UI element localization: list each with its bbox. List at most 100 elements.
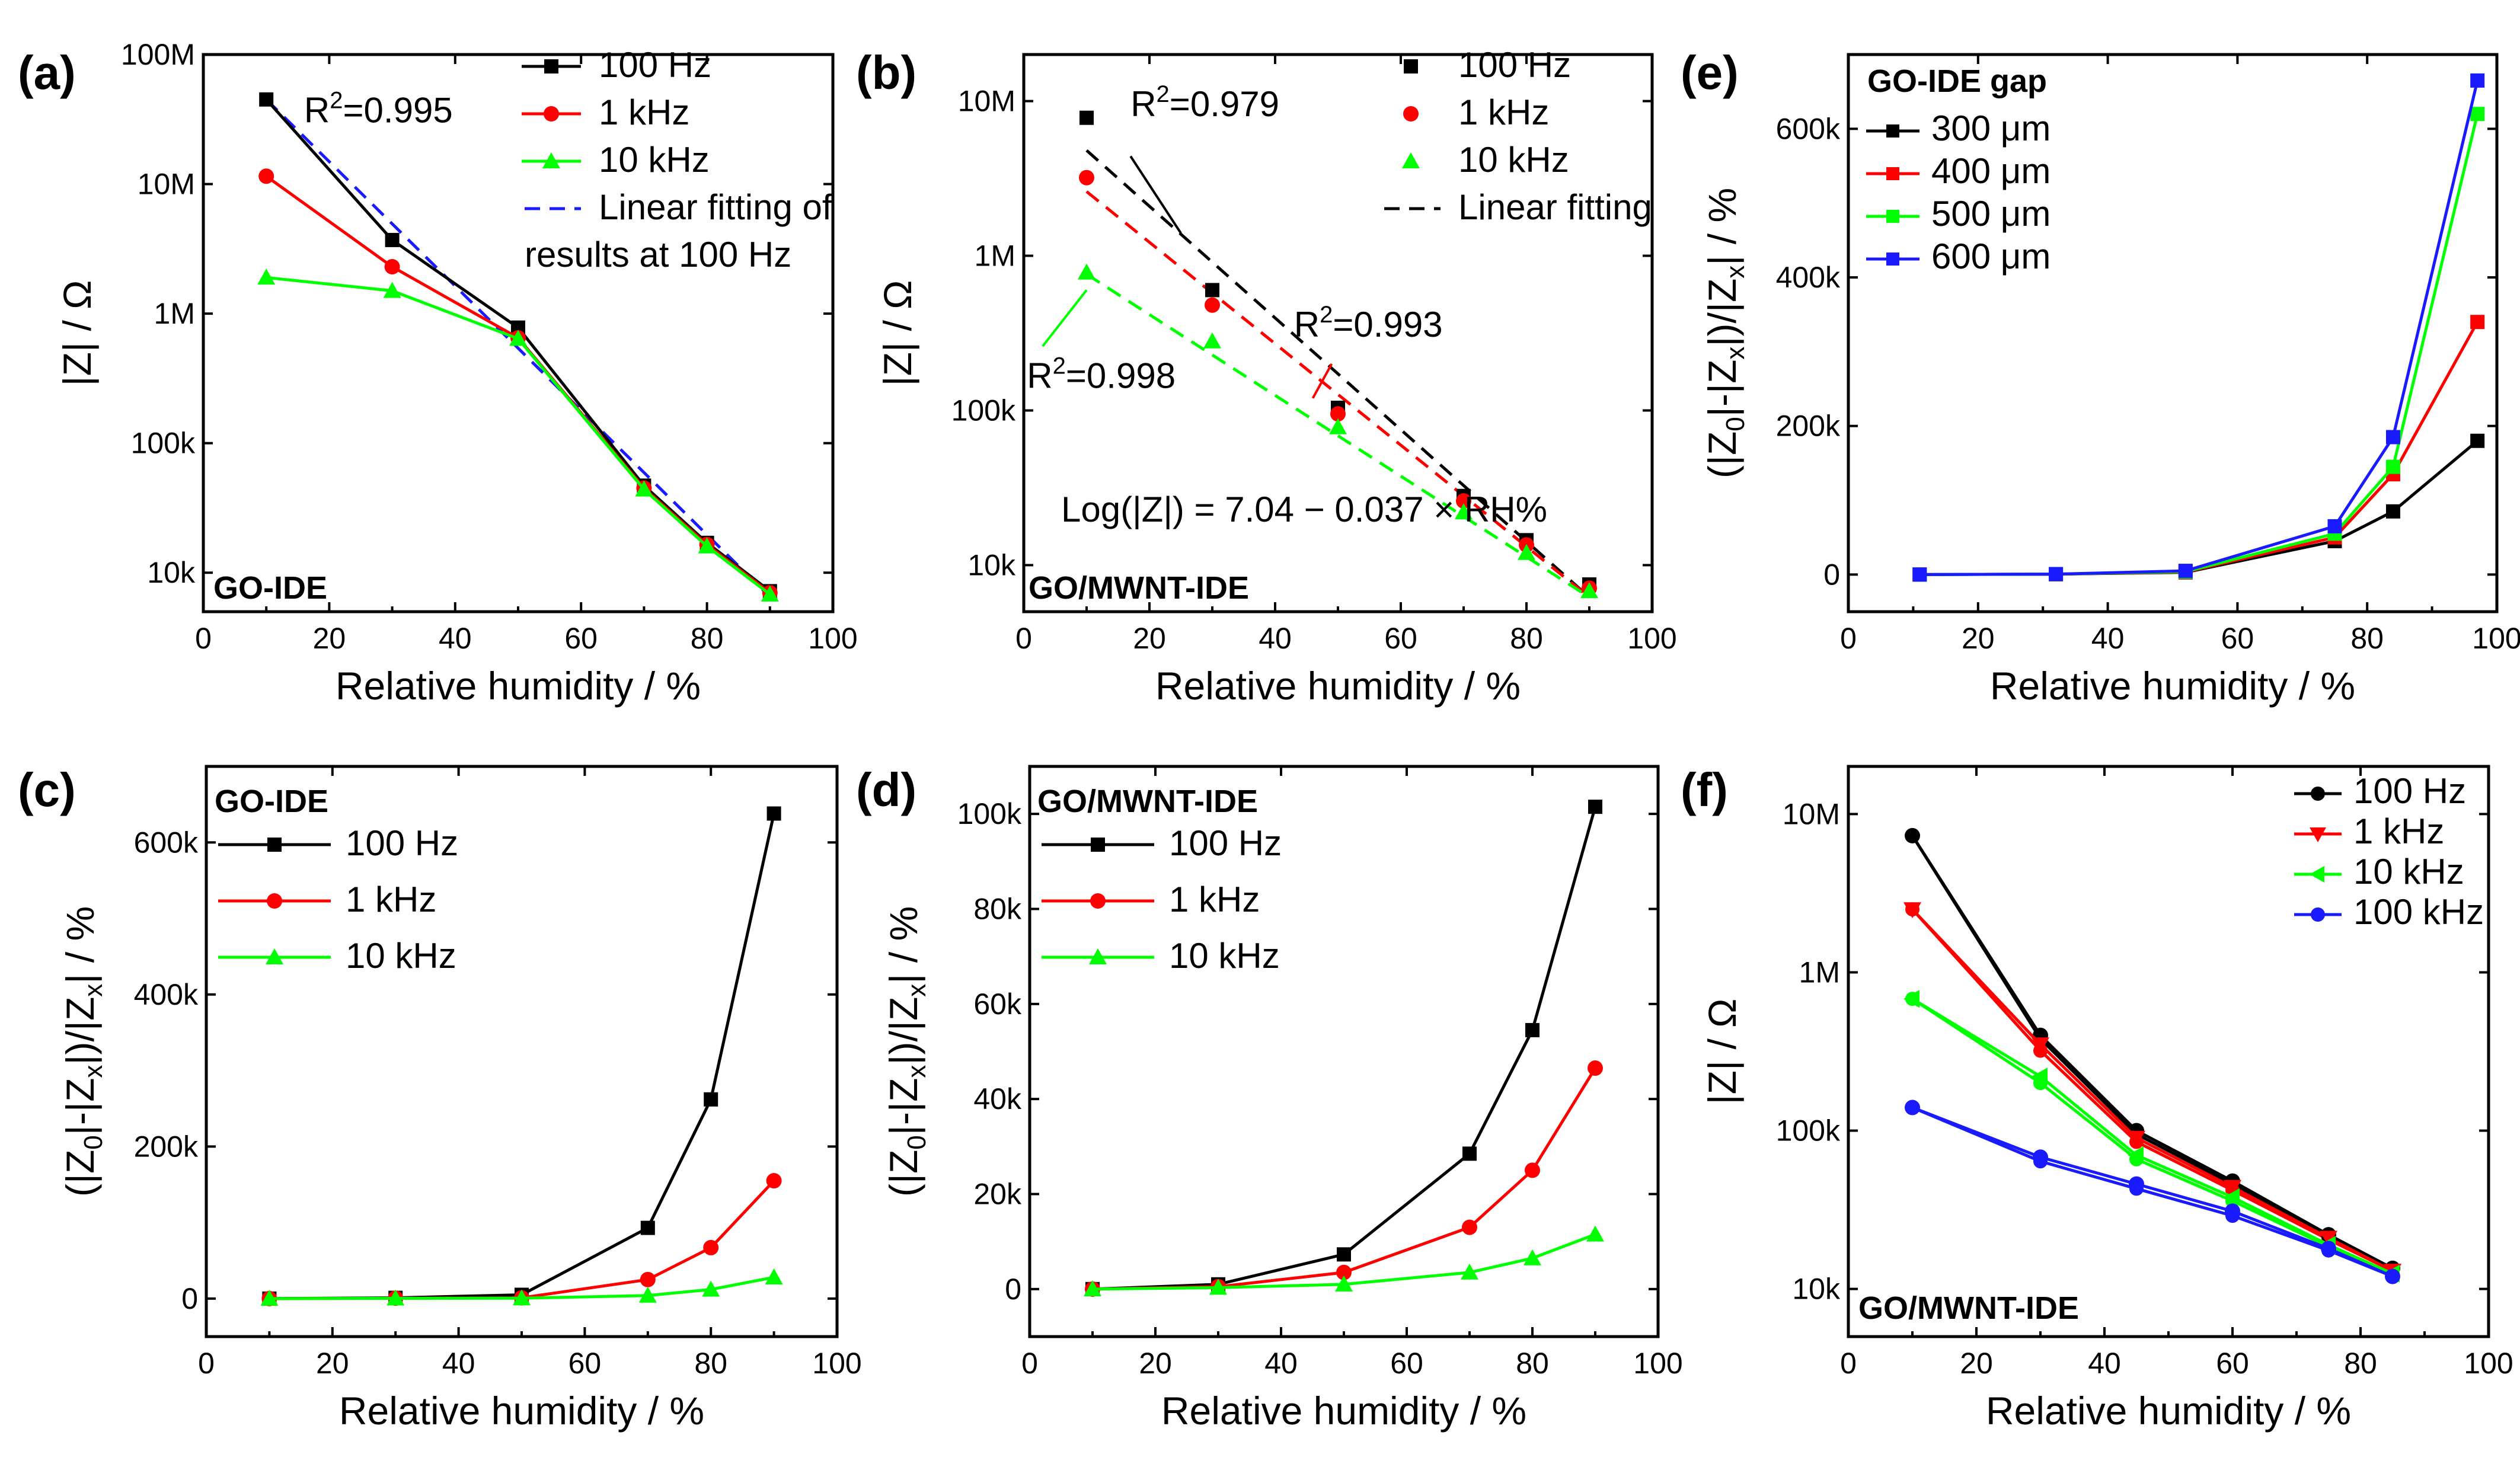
legend-label: 10 kHz	[1458, 140, 1569, 180]
legend-marker	[1886, 167, 1899, 180]
legend-label: 10 kHz	[2353, 852, 2464, 891]
r-label: R	[1027, 356, 1052, 395]
x-tick-label: 100	[2472, 622, 2520, 655]
y-tick-label: 100k	[957, 797, 1022, 830]
data-point	[703, 1239, 719, 1255]
y-tick-label: 0	[181, 1282, 198, 1315]
legend-label: 1 kHz	[2353, 811, 2444, 851]
legend-fit-label-2: results at 100 Hz	[525, 235, 791, 274]
legend-marker	[542, 152, 560, 168]
data-point	[2327, 519, 2342, 533]
data-point	[1462, 1146, 1477, 1161]
annotation-pointer	[1129, 155, 1182, 234]
data-point	[761, 585, 779, 602]
y-label-subscript: x	[902, 1065, 931, 1078]
data-point	[635, 480, 653, 497]
data-point	[513, 1289, 531, 1306]
annotation-pointer	[1042, 289, 1088, 347]
data-point	[1330, 406, 1346, 422]
legend-label: 100 kHz	[2353, 892, 2484, 932]
plot-frame	[205, 765, 839, 1338]
series-line	[1911, 998, 2394, 1276]
panel-f: 0 20 40 60 80 100 10k 100k 1M 10M Relative humidit…	[1681, 763, 2513, 1433]
data-point	[1903, 902, 1921, 919]
x-tick-label: 40	[439, 622, 472, 655]
y-axis-label: (|Z0|-|Zx|)/|Zx| / %	[881, 906, 931, 1197]
sample-tag: GO/MWNT-IDE	[1029, 570, 1249, 606]
y-tick-label: 10M	[138, 168, 195, 201]
r-superscript: 2	[1157, 81, 1170, 107]
legend-fit-label: Linear fitting of	[599, 187, 832, 227]
legend-marker	[267, 893, 282, 909]
y-label-part: |-|Z	[58, 1078, 102, 1136]
x-tick-label: 80	[694, 1347, 727, 1380]
series-line	[266, 276, 771, 596]
data-point	[1580, 582, 1598, 599]
x-tick-label: 40	[2088, 1347, 2121, 1380]
data-point	[640, 1271, 656, 1287]
y-label-part: (|Z	[1700, 432, 1744, 478]
data-point	[2470, 73, 2485, 88]
data-point	[1455, 503, 1473, 520]
y-label-subscript: 0	[1721, 417, 1750, 431]
x-tick-label: 80	[2344, 1347, 2377, 1380]
data-point	[509, 330, 527, 346]
legend-label: 10 kHz	[1169, 936, 1280, 976]
legend-marker	[1403, 106, 1419, 122]
x-tick-label: 60	[2216, 1347, 2249, 1380]
y-label-part: |-|Z	[881, 1078, 925, 1136]
data-point	[1912, 567, 1927, 582]
data-point	[2224, 1180, 2241, 1196]
data-point	[1205, 297, 1220, 313]
data-point	[1456, 493, 1471, 509]
y-label-subscript: 0	[902, 1135, 931, 1149]
data-point	[704, 1092, 718, 1107]
y-tick-label: 100k	[1776, 1114, 1841, 1148]
y-axis-label: (|Z0|-|Zx|)/|Zx| / %	[1700, 188, 1750, 478]
y-label-part: | / %	[58, 906, 102, 984]
data-point	[385, 232, 400, 247]
data-point	[1905, 1100, 1920, 1116]
data-point	[1588, 1060, 1603, 1076]
x-tick-label: 0	[195, 622, 212, 655]
data-point	[2178, 564, 2193, 579]
series-line	[269, 1276, 775, 1300]
data-point	[2470, 315, 2485, 330]
series-line	[269, 1180, 775, 1300]
data-point	[384, 259, 400, 275]
series-line	[1911, 835, 2394, 1270]
y-tick-label: 600k	[134, 826, 199, 859]
data-point	[2385, 430, 2400, 445]
x-tick-label: 40	[442, 1347, 475, 1380]
x-axis-label: Relative humidity / %	[1986, 1389, 2351, 1433]
legend-marker	[1404, 59, 1418, 73]
x-tick-label: 80	[1516, 1347, 1549, 1380]
legend-marker	[2311, 787, 2325, 801]
legend-marker	[267, 838, 282, 852]
legend-marker	[544, 59, 558, 73]
y-tick-label: 100k	[131, 427, 196, 460]
series-line	[1911, 908, 2394, 1273]
data-point	[1518, 544, 1535, 560]
r-value: =0.993	[1333, 305, 1442, 344]
series-line	[1912, 1106, 2393, 1278]
y-tick-label: 1M	[154, 297, 195, 330]
data-point	[2033, 1149, 2048, 1165]
panel-label: (a)	[18, 46, 76, 99]
legend-marker	[1886, 124, 1899, 138]
y-label-part: |)/|Z	[881, 997, 925, 1065]
series-line	[1911, 908, 2394, 1273]
y-axis-label: |Z| / Ω	[876, 280, 919, 386]
y-tick-label: 600k	[1776, 112, 1841, 145]
legend-fit-label: Linear fitting	[1458, 187, 1652, 227]
fit-line	[1085, 149, 1590, 599]
x-tick-label: 0	[1021, 1347, 1038, 1380]
legend-marker	[1402, 152, 1420, 168]
sample-tag: GO/MWNT-IDE	[1858, 1290, 2079, 1326]
x-tick-label: 60	[568, 1347, 602, 1380]
panel-e: 0 20 40 60 80 100 0 200k 400k 600k Relative humidi…	[1681, 46, 2520, 708]
x-tick-label: 40	[2091, 622, 2125, 655]
data-point	[702, 1280, 720, 1297]
legend-label: 500 μm	[1931, 194, 2051, 234]
y-tick-label: 10M	[958, 85, 1015, 118]
